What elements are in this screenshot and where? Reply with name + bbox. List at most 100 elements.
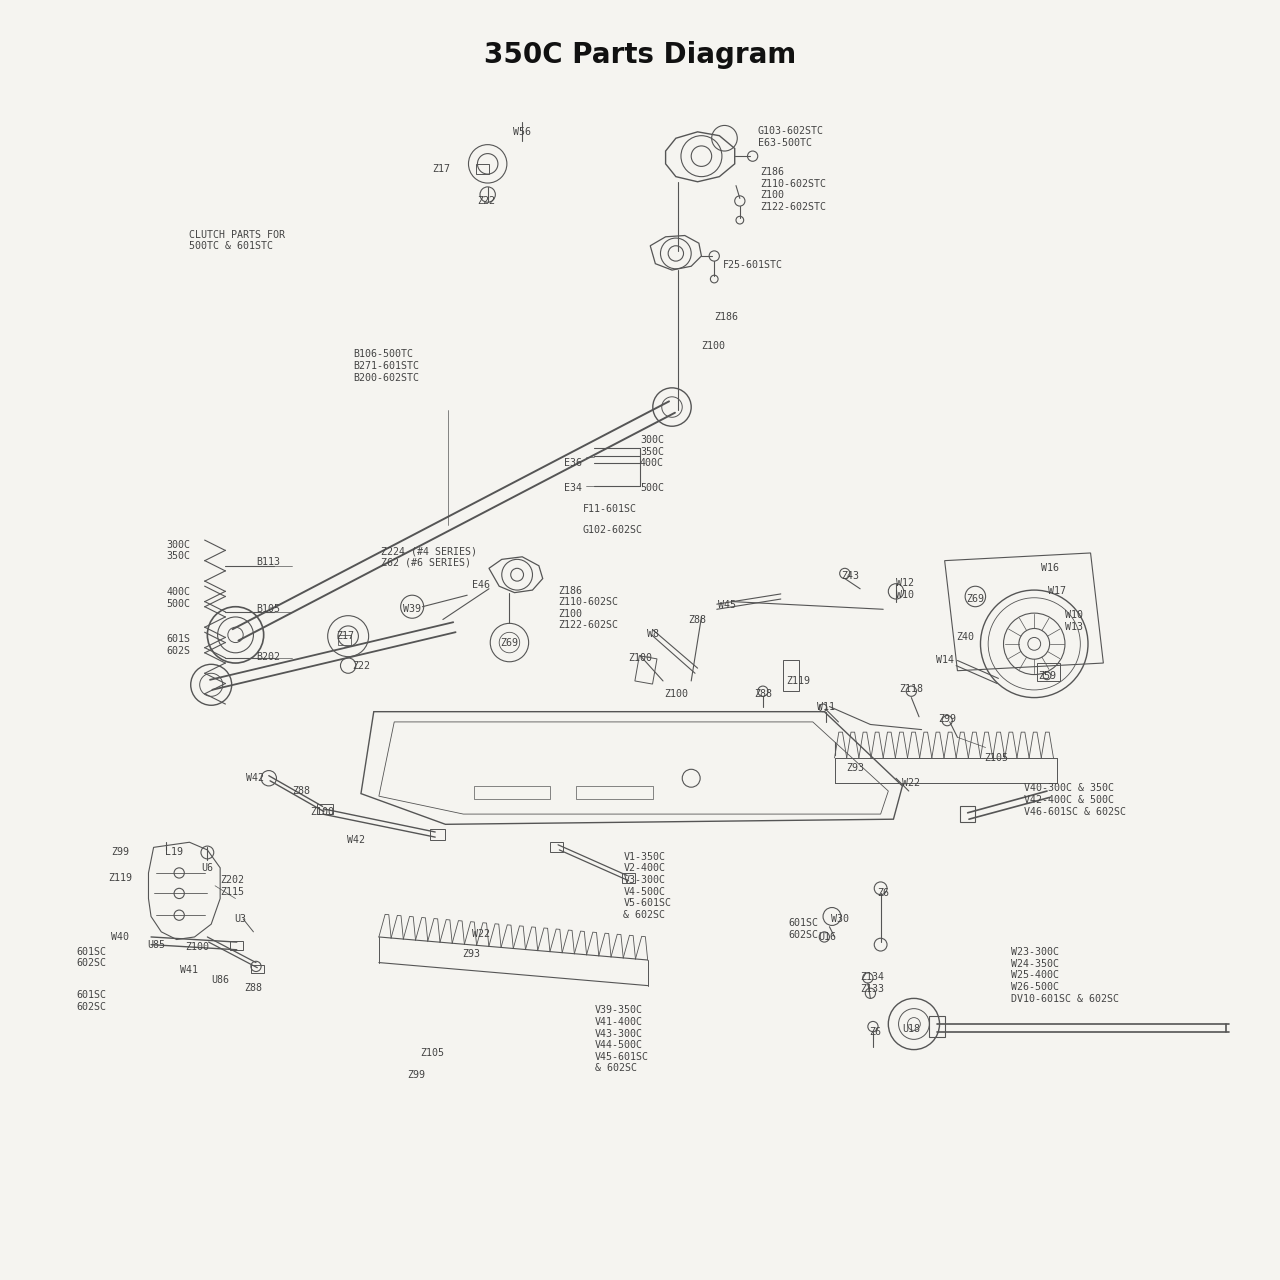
Text: Z100: Z100 [664, 689, 687, 699]
Text: Z99: Z99 [111, 847, 129, 858]
Text: Z17: Z17 [433, 164, 451, 174]
Text: Z93: Z93 [462, 948, 480, 959]
Text: Z99: Z99 [407, 1070, 425, 1080]
Text: Z40: Z40 [956, 632, 974, 643]
Text: Z99: Z99 [938, 714, 956, 724]
Text: Z186
Z110-602SC
Z100
Z122-602SC: Z186 Z110-602SC Z100 Z122-602SC [558, 586, 618, 631]
Text: W22: W22 [472, 929, 490, 940]
Bar [1037, 663, 1060, 681]
Bar [550, 842, 563, 852]
Text: 400C
500C: 400C 500C [166, 588, 191, 608]
Bar [783, 660, 799, 691]
Text: 601SC
602SC: 601SC 602SC [788, 919, 818, 940]
Text: Z186: Z186 [714, 312, 739, 323]
Text: Z22: Z22 [352, 660, 370, 671]
Text: 350C Parts Diagram: 350C Parts Diagram [484, 41, 796, 69]
Text: Z88: Z88 [244, 983, 262, 993]
Text: B113: B113 [256, 557, 280, 567]
Bar [635, 655, 657, 684]
Text: W22: W22 [902, 778, 920, 788]
Text: Z6: Z6 [877, 888, 890, 899]
Text: 300C
350C: 300C 350C [166, 540, 191, 561]
Text: W40: W40 [111, 932, 129, 942]
Text: B202: B202 [256, 652, 280, 662]
Text: U6: U6 [201, 863, 214, 873]
Text: Z88: Z88 [292, 786, 310, 796]
Text: W10
W13: W10 W13 [1065, 611, 1083, 631]
Text: Z93: Z93 [846, 763, 864, 773]
Text: B105: B105 [256, 604, 280, 614]
Text: U3: U3 [234, 914, 247, 924]
Text: Z17: Z17 [337, 631, 355, 641]
Text: V40-300C & 350C
V42-400C & 500C
V46-601SC & 602SC: V40-300C & 350C V42-400C & 500C V46-601S… [1024, 783, 1126, 817]
Text: W14: W14 [936, 655, 954, 666]
Bar [929, 1016, 945, 1037]
Text: W42: W42 [246, 773, 264, 783]
Text: W41: W41 [180, 965, 198, 975]
Text: G102-602SC: G102-602SC [582, 525, 643, 535]
Text: Z105: Z105 [421, 1048, 444, 1059]
Text: L19: L19 [165, 847, 183, 858]
Text: Z118: Z118 [900, 684, 923, 694]
Text: W16: W16 [1041, 563, 1059, 573]
Text: W56: W56 [513, 127, 531, 137]
Text: Z100: Z100 [701, 340, 726, 351]
Text: W42: W42 [347, 835, 365, 845]
Bar [317, 804, 333, 814]
Text: U86: U86 [211, 975, 229, 986]
Text: W30: W30 [831, 914, 849, 924]
Text: 300C
350C
400C: 300C 350C 400C [640, 435, 664, 468]
Text: 500C: 500C [640, 483, 664, 493]
Text: Z119: Z119 [787, 676, 810, 686]
Text: U16: U16 [818, 932, 836, 942]
Text: Z100: Z100 [310, 806, 334, 817]
Text: 601SC
602SC: 601SC 602SC [77, 991, 106, 1011]
Bar [960, 806, 975, 822]
Text: Z88: Z88 [754, 689, 772, 699]
Bar [576, 786, 653, 799]
Text: W23-300C
W24-350C
W25-400C
W26-500C
DV10-601SC & 602SC: W23-300C W24-350C W25-400C W26-500C DV10… [1011, 947, 1119, 1004]
Text: U85: U85 [147, 940, 165, 950]
Text: Z224 (#4 SERIES)
Z62 (#6 SERIES): Z224 (#4 SERIES) Z62 (#6 SERIES) [381, 547, 477, 567]
Text: Z100: Z100 [628, 653, 652, 663]
Text: W11: W11 [817, 701, 835, 712]
Text: U18: U18 [902, 1024, 920, 1034]
Text: 601S
602S: 601S 602S [166, 635, 191, 655]
Text: Z105: Z105 [984, 753, 1007, 763]
Text: V1-350C
V2-400C
V3-300C
V4-500C
V5-601SC
& 602SC: V1-350C V2-400C V3-300C V4-500C V5-601SC… [623, 851, 672, 920]
Text: CLUTCH PARTS FOR
500TC & 601STC: CLUTCH PARTS FOR 500TC & 601STC [189, 230, 285, 251]
Text: Z119: Z119 [109, 873, 132, 883]
Bar [622, 873, 635, 883]
Text: Z69: Z69 [500, 637, 518, 648]
Text: Z186
Z110-602STC
Z100
Z122-602STC: Z186 Z110-602STC Z100 Z122-602STC [760, 168, 827, 212]
Bar [430, 829, 445, 840]
Bar [230, 941, 243, 950]
Text: V39-350C
V41-400C
V43-300C
V44-500C
V45-601SC
& 602SC: V39-350C V41-400C V43-300C V44-500C V45-… [595, 1005, 649, 1074]
Text: Z6: Z6 [869, 1027, 882, 1037]
Text: W12
W10: W12 W10 [896, 579, 914, 599]
Bar [338, 635, 351, 645]
Text: E46: E46 [472, 580, 490, 590]
Bar [476, 164, 489, 174]
Text: G103-602STC
E63-500TC: G103-602STC E63-500TC [758, 127, 824, 147]
Text: 601SC
602SC: 601SC 602SC [77, 947, 106, 968]
Text: W8: W8 [646, 628, 659, 639]
Text: Z134
Z133: Z134 Z133 [860, 973, 884, 993]
Text: B106-500TC
B271-601STC
B200-602STC: B106-500TC B271-601STC B200-602STC [353, 349, 420, 383]
Text: W39: W39 [403, 604, 421, 614]
Text: F25-601STC: F25-601STC [723, 260, 783, 270]
Text: E36: E36 [564, 458, 582, 468]
Bar [251, 965, 264, 973]
Text: Z202
Z115: Z202 Z115 [220, 876, 244, 896]
Text: F11-601SC: F11-601SC [582, 504, 636, 515]
Text: Z43: Z43 [841, 571, 859, 581]
Text: E34: E34 [564, 483, 582, 493]
Text: Z59: Z59 [1038, 671, 1056, 681]
Text: Z69: Z69 [966, 594, 984, 604]
Text: W17: W17 [1048, 586, 1066, 596]
Text: W45: W45 [718, 600, 736, 611]
Text: Z88: Z88 [689, 614, 707, 625]
Text: Z100: Z100 [186, 942, 209, 952]
Text: Z22: Z22 [477, 196, 495, 206]
Bar [474, 786, 550, 799]
